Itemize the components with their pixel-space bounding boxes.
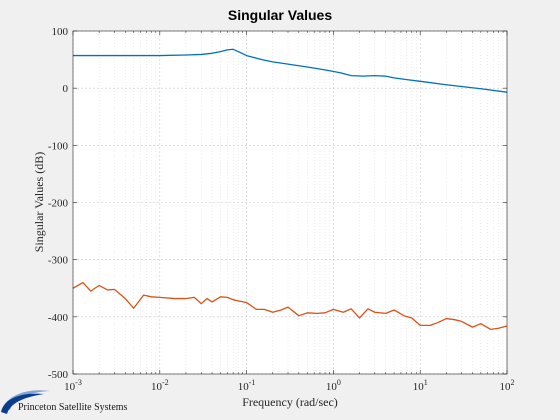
y-tick-label: -400 xyxy=(48,312,69,324)
x-tick-labels: 10-3 10-2 10-1 100 101 102 xyxy=(64,378,514,393)
axis-ticks xyxy=(72,30,508,375)
x-tick-label: 101 xyxy=(413,378,428,393)
princeton-satellite-systems-logo: Princeton Satellite Systems xyxy=(1,390,128,414)
y-tick-label: 100 xyxy=(52,26,69,38)
x-tick-label: 10-3 xyxy=(64,378,82,393)
x-tick-label: 10-2 xyxy=(151,378,169,393)
series-line-2 xyxy=(72,281,508,331)
y-tick-label: -300 xyxy=(48,255,69,267)
y-tick-label: -500 xyxy=(48,369,69,381)
series-layer xyxy=(72,48,508,331)
y-tick-labels: 100 0 -100 -200 -300 -400 -500 xyxy=(48,26,69,381)
x-tick-label: 100 xyxy=(326,378,341,393)
y-tick-label: 0 xyxy=(63,83,69,95)
logo-swoosh-dark xyxy=(1,393,44,414)
logo-text: Princeton Satellite Systems xyxy=(18,402,128,413)
y-tick-label: -100 xyxy=(48,140,69,152)
y-axis-label: Singular Values (dB) xyxy=(32,152,46,252)
series-line-1 xyxy=(73,48,508,93)
x-tick-label: 10-1 xyxy=(238,378,256,393)
x-axis-label: Frequency (rad/sec) xyxy=(242,395,338,409)
y-tick-label: -200 xyxy=(48,198,69,210)
chart-title: Singular Values xyxy=(228,7,332,23)
x-tick-label: 102 xyxy=(500,378,515,393)
